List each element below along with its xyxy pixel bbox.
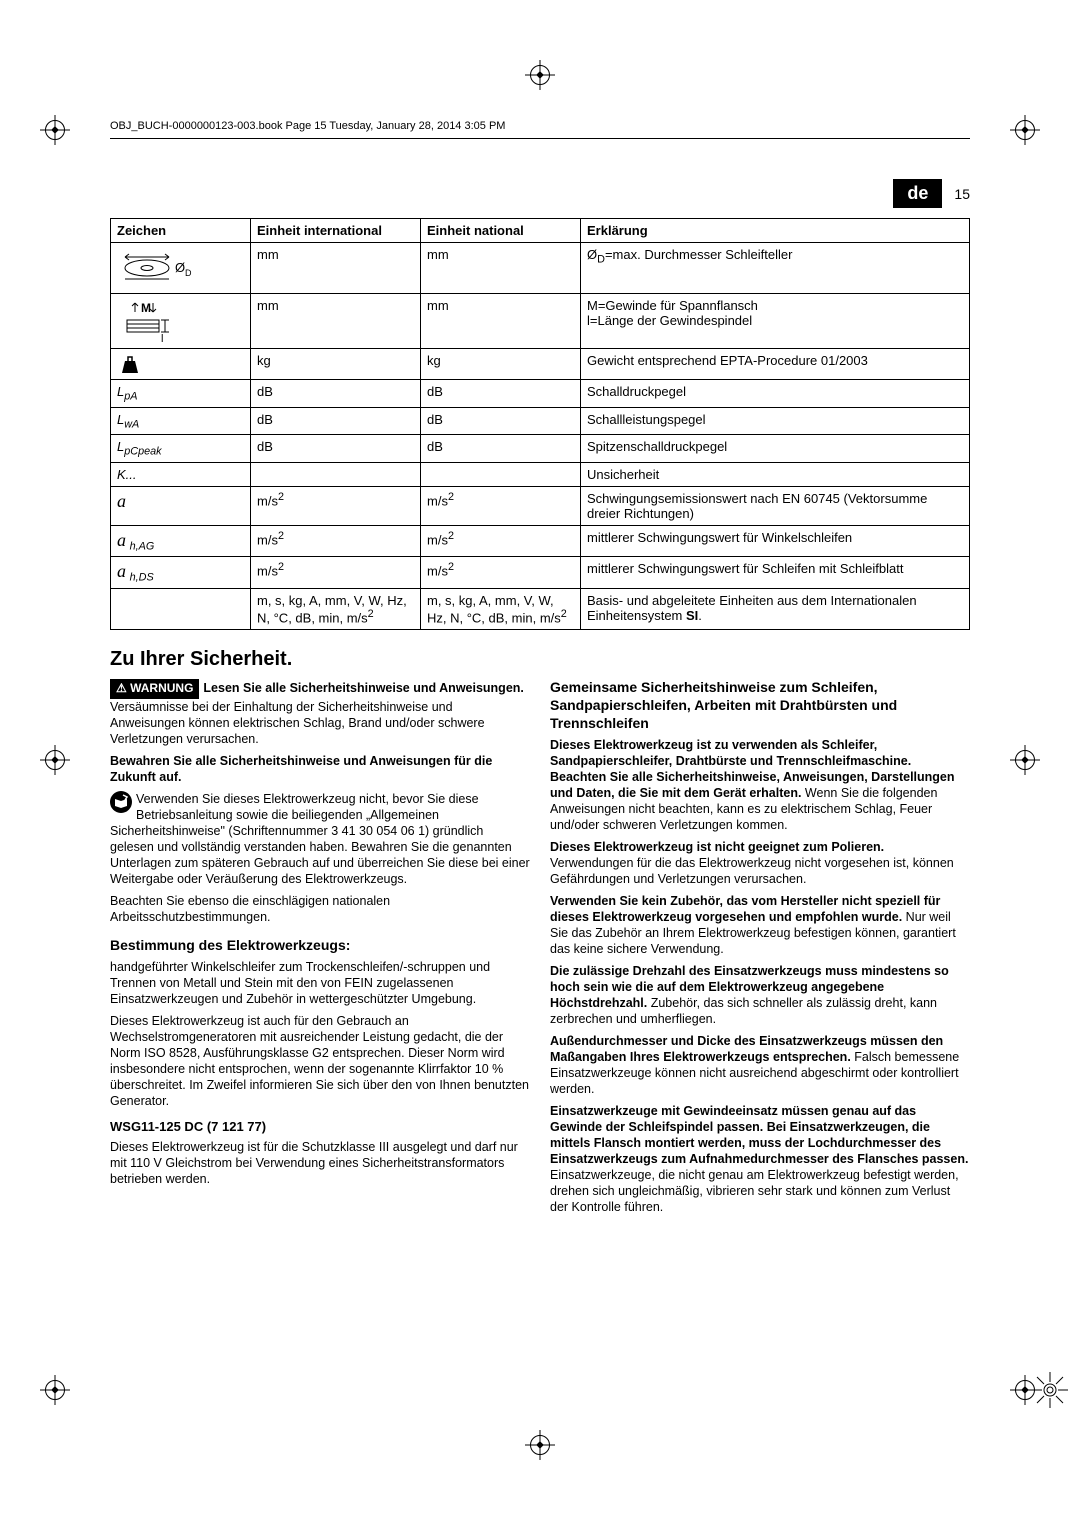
- table-row: mm: [421, 243, 581, 294]
- svg-text:D: D: [185, 268, 192, 278]
- p-text: Dieses Elektrowerkzeug ist für die Schut…: [110, 1139, 530, 1187]
- p-text: Bewahren Sie alle Sicherheitshinweise un…: [110, 753, 530, 785]
- table-row: kg: [421, 349, 581, 380]
- table-row: Unsicherheit: [581, 462, 970, 486]
- table-row: m/s2: [421, 557, 581, 589]
- sunburst-icon: [1030, 1370, 1070, 1410]
- crop-top-center-circle: [530, 65, 550, 85]
- table-row: m, s, kg, A, mm, V, W, Hz, N, °C, dB, mi…: [421, 588, 581, 629]
- table-row: mittlerer Schwingungswert für Schleifen …: [581, 557, 970, 589]
- table-row: ØD=max. Durchmesser Schleifteller: [581, 243, 970, 294]
- table-row: [421, 462, 581, 486]
- th-zeichen: Zeichen: [111, 219, 251, 243]
- table-row: LpA: [111, 380, 251, 408]
- table-row: dB: [421, 435, 581, 463]
- p-text: Einsatzwerkzeuge mit Gewindeeinsatz müss…: [550, 1104, 968, 1166]
- table-row: dB: [251, 435, 421, 463]
- p-text: handgeführter Winkelschleifer zum Trocke…: [110, 959, 530, 1007]
- warning-badge: ⚠ WARNUNG: [110, 679, 199, 698]
- crop-top-right-circle: [1015, 120, 1035, 140]
- crop-top-left-circle: [45, 120, 65, 140]
- table-row: dB: [421, 407, 581, 435]
- table-row: mm: [421, 294, 581, 349]
- table-row: m, s, kg, A, mm, V, W, Hz, N, °C, dB, mi…: [251, 588, 421, 629]
- table-row: LpCpeak: [111, 435, 251, 463]
- crop-bottom-left-circle: [45, 1380, 65, 1400]
- table-row: Schallleistungspegel: [581, 407, 970, 435]
- flange-icon: Ml: [111, 294, 251, 349]
- table-row: a: [111, 486, 251, 525]
- disc-icon: ØD: [111, 243, 251, 294]
- subheading: Gemeinsame Sicherheitshinweise zum Schle…: [550, 679, 970, 733]
- table-row: LwA: [111, 407, 251, 435]
- safety-title: Zu Ihrer Sicherheit.: [110, 648, 970, 671]
- table-row: dB: [251, 380, 421, 408]
- table-row: Basis- und abgeleitete Einheiten aus dem…: [581, 588, 970, 629]
- table-row: mm: [251, 243, 421, 294]
- p-text: Beachten Sie ebenso die einschlägigen na…: [110, 893, 530, 925]
- th-intl: Einheit international: [251, 219, 421, 243]
- table-row: m/s2: [251, 486, 421, 525]
- table-row: mittlerer Schwingungswert für Winkelschl…: [581, 525, 970, 557]
- left-column: ⚠ WARNUNG Lesen Sie alle Sicherheitshinwe…: [110, 679, 530, 1221]
- table-row: dB: [251, 407, 421, 435]
- header-rule: [110, 138, 970, 139]
- table-row: m/s2: [421, 486, 581, 525]
- p-text: Versäumnisse bei der Einhaltung der Sich…: [110, 700, 485, 746]
- table-row: mm: [251, 294, 421, 349]
- table-row: Schwingungsemissionswert nach EN 60745 (…: [581, 486, 970, 525]
- crop-bottom-center-circle: [530, 1435, 550, 1455]
- p-text: Dieses Elektrowerkzeug ist nicht geeigne…: [550, 840, 884, 854]
- subheading: Bestimmung des Elektrowerkzeugs:: [110, 937, 530, 955]
- table-row: m/s2: [251, 525, 421, 557]
- symbol-table: Zeichen Einheit international Einheit na…: [110, 218, 970, 630]
- table-row: Gewicht entsprechend EPTA-Procedure 01/2…: [581, 349, 970, 380]
- svg-text:Ø: Ø: [175, 260, 185, 275]
- crop-mid-left-circle: [45, 750, 65, 770]
- table-row: Spitzenschalldruckpegel: [581, 435, 970, 463]
- table-row: Schalldruckpegel: [581, 380, 970, 408]
- table-row: kg: [251, 349, 421, 380]
- p-text: Verwendungen für die das Elektrowerkzeug…: [550, 856, 954, 886]
- page-number: 15: [954, 186, 970, 202]
- table-row: m/s2: [421, 525, 581, 557]
- svg-text:l: l: [161, 333, 163, 344]
- p-text: Einsatzwerkzeuge, die nicht genau am Ele…: [550, 1168, 959, 1214]
- header-line: OBJ_BUCH-0000000123-003.book Page 15 Tue…: [110, 120, 970, 132]
- th-expl: Erklärung: [581, 219, 970, 243]
- table-row: m/s2: [251, 557, 421, 589]
- p-text: Lesen Sie alle Sicherheitshinweise und A…: [203, 681, 523, 695]
- subheading: WSG11-125 DC (7 121 77): [110, 1119, 530, 1136]
- table-row: M=Gewinde für Spannflanschl=Länge der Ge…: [581, 294, 970, 349]
- svg-text:M: M: [141, 301, 151, 315]
- table-row: [111, 588, 251, 629]
- manual-icon: [110, 791, 132, 813]
- p-text: Verwenden Sie dieses Elektrowerkzeug nic…: [110, 792, 530, 886]
- table-row: K...: [111, 462, 251, 486]
- th-nat: Einheit national: [421, 219, 581, 243]
- table-row: a h,DS: [111, 557, 251, 589]
- p-text: Verwenden Sie kein Zubehör, das vom Hers…: [550, 894, 940, 924]
- right-column: Gemeinsame Sicherheitshinweise zum Schle…: [550, 679, 970, 1221]
- weight-icon: [111, 349, 251, 380]
- table-row: dB: [421, 380, 581, 408]
- crop-mid-right-circle: [1015, 750, 1035, 770]
- language-badge: de: [893, 179, 942, 208]
- p-text: Dieses Elektrowerkzeug ist auch für den …: [110, 1013, 530, 1109]
- table-row: a h,AG: [111, 525, 251, 557]
- table-row: [251, 462, 421, 486]
